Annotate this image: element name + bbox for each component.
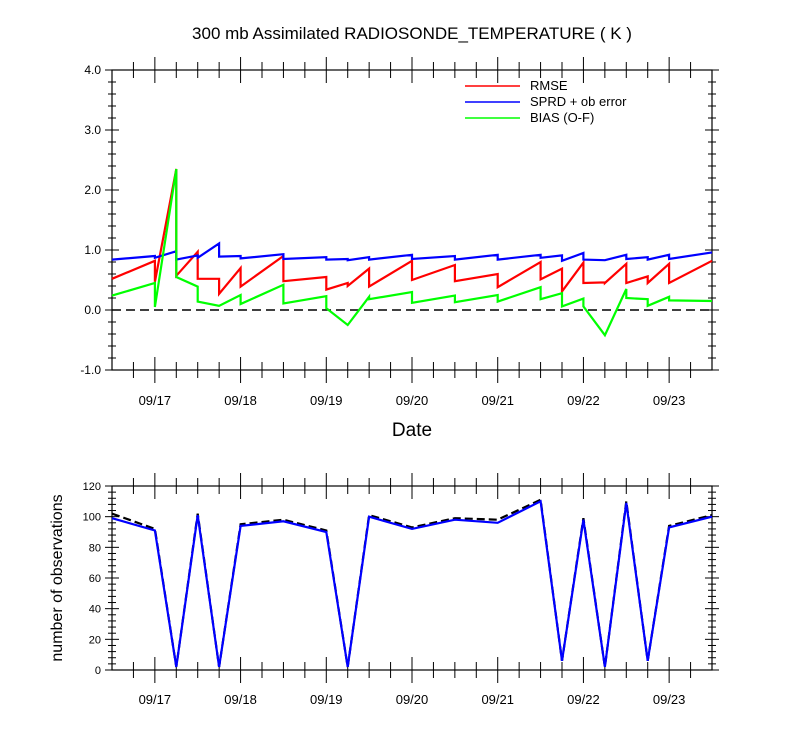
y-tick-label: 0.0 <box>84 303 101 317</box>
legend-label: SPRD + ob error <box>530 94 627 109</box>
series-line-sprd-ob-error <box>111 241 713 263</box>
legend-label: RMSE <box>530 78 568 93</box>
x-tick-label: 09/21 <box>481 393 514 408</box>
y-tick-label: 3.0 <box>84 123 101 137</box>
y-tick-label: -1.0 <box>80 363 101 377</box>
series-line-possible <box>111 498 713 668</box>
y-tick-label: 40 <box>89 604 101 616</box>
y-tick-label: 80 <box>89 542 101 554</box>
x-tick-label: 09/23 <box>653 692 686 707</box>
bottom-plot-area: 0 20 40 60 80 100 120 09/17 09/18 09/19 09/20 09/21… <box>83 473 719 707</box>
y-tick-label: 2.0 <box>84 183 101 197</box>
x-tick-label: 09/20 <box>396 692 429 707</box>
y-tick-label: 60 <box>89 573 101 585</box>
x-tick-label: 09/17 <box>139 393 172 408</box>
y-tick-label: 1.0 <box>84 243 101 257</box>
y-axis-title-bottom: number of observations <box>49 494 66 661</box>
x-tick-label: 09/19 <box>310 692 343 707</box>
x-tick-label: 09/21 <box>481 692 514 707</box>
x-tick-label: 09/19 <box>310 393 343 408</box>
y-tick-label: 100 <box>83 512 101 524</box>
x-tick-label: 09/18 <box>224 393 257 408</box>
plot-frame <box>111 485 713 671</box>
chart-title: 300 mb Assimilated RADIOSONDE_TEMPERATUR… <box>192 24 632 43</box>
y-tick-label: 0 <box>95 665 101 677</box>
y-tick-label: 4.0 <box>84 63 101 77</box>
x-tick-label: 09/17 <box>139 692 172 707</box>
series-line-assimilated <box>111 499 713 668</box>
x-tick-label: 09/18 <box>224 692 257 707</box>
x-tick-label: 09/22 <box>567 692 600 707</box>
x-tick-label: 09/23 <box>653 393 686 408</box>
x-tick-label: 09/20 <box>396 393 429 408</box>
plot-frame <box>111 69 713 371</box>
top-plot-area: -1.0 0.0 1.0 2.0 3.0 4.0 09/17 09/18 09/19 09/20 0… <box>80 57 719 408</box>
series-line-bias-o-f <box>111 168 713 338</box>
y-tick-label: 20 <box>89 634 101 646</box>
series-line-rmse <box>111 168 713 297</box>
x-axis-title: Date <box>392 420 432 441</box>
legend-label: BIAS (O-F) <box>530 110 594 125</box>
x-tick-label: 09/22 <box>567 393 600 408</box>
y-tick-label: 120 <box>83 481 101 493</box>
